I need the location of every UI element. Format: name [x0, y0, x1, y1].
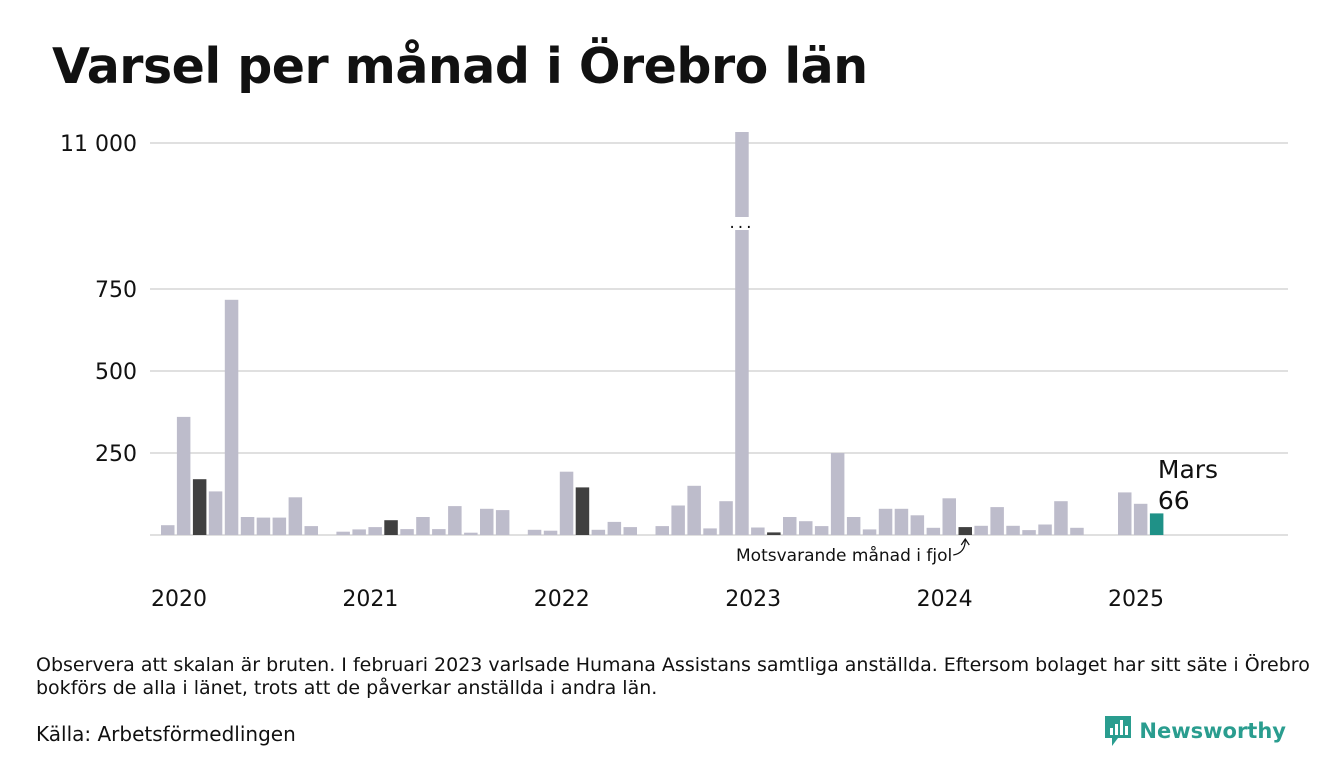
y-tick-label: 250: [95, 442, 137, 467]
bar: [623, 527, 637, 535]
bar: [384, 520, 398, 535]
x-tick-label: 2021: [342, 587, 398, 612]
y-tick-label: 750: [95, 278, 137, 303]
bar: [575, 487, 590, 535]
bar: [192, 479, 207, 535]
newsworthy-logo-icon: [1105, 716, 1132, 746]
bar: [862, 529, 877, 535]
bar: [480, 508, 494, 535]
bar: [400, 529, 414, 535]
bar: [288, 497, 303, 535]
bar: [830, 453, 845, 535]
bar: [1118, 492, 1132, 535]
y-tick-label: 500: [95, 360, 137, 385]
break-gap: [721, 217, 763, 230]
bar: [256, 517, 271, 535]
x-tick-label: 2023: [725, 587, 781, 612]
bar: [224, 299, 239, 535]
bar: [799, 521, 813, 535]
bar: [272, 517, 287, 535]
bar: [751, 527, 765, 535]
current-value-label: 66: [1158, 486, 1190, 515]
bar: [416, 517, 430, 535]
bar: [1070, 527, 1084, 535]
bar: [559, 471, 574, 535]
chart-note: Observera att skalan är bruten. I februa…: [36, 654, 1310, 699]
chart-title: Varsel per månad i Örebro län: [52, 38, 868, 95]
bar: [926, 527, 941, 535]
y-axis-ticks: 250 500 750 11 000: [60, 132, 137, 467]
bar: [527, 529, 542, 535]
bar: [767, 532, 781, 535]
bar: [336, 531, 350, 535]
bar: [814, 526, 829, 535]
bar: [240, 517, 255, 535]
bar: [1054, 501, 1068, 535]
gridlines: [150, 142, 1288, 536]
bar: [352, 529, 366, 535]
x-axis-ticks: 2020 2021 2022 2023 2024 2025: [151, 587, 1164, 612]
bar: [607, 521, 622, 535]
bar: [942, 498, 956, 535]
annotation-arrow: [953, 537, 970, 556]
bar: [304, 526, 318, 535]
bar: [974, 525, 988, 535]
bar: [878, 508, 893, 535]
x-tick-label: 2020: [151, 587, 207, 612]
bar: [176, 416, 191, 535]
bar: [990, 507, 1004, 535]
bar: [208, 491, 223, 535]
bar-chart: 250 500 750 11 000 2020 2021 2022 2023 2024 2025…: [60, 132, 1288, 612]
annotation-text: Motsvarande månad i fjol: [736, 545, 952, 566]
break-dots: ...: [729, 213, 754, 233]
bar: [910, 515, 925, 535]
bar: [655, 526, 669, 535]
y-tick-label: 11 000: [60, 132, 137, 157]
bar: [495, 510, 510, 535]
bar: [703, 528, 717, 535]
current-month-label: Mars: [1158, 455, 1218, 484]
bar: [894, 508, 909, 535]
bar: [1133, 503, 1148, 535]
bar: [735, 132, 749, 535]
bar: [719, 501, 733, 535]
brand-logo: Newsworthy: [1105, 716, 1286, 746]
bar: [783, 517, 797, 535]
source-text: Källa: Arbetsförmedlingen: [36, 722, 296, 746]
bar: [161, 525, 175, 535]
bar: [1038, 524, 1052, 535]
x-tick-label: 2024: [917, 587, 973, 612]
bar: [448, 506, 462, 535]
bars: [161, 132, 1164, 535]
bar: [368, 527, 382, 535]
bar: [591, 529, 606, 535]
brand-name: Newsworthy: [1139, 719, 1286, 743]
bar: [464, 532, 478, 535]
bar: [543, 530, 558, 535]
x-tick-label: 2025: [1108, 587, 1164, 612]
bar: [671, 505, 685, 535]
axis-break-marker: ...: [721, 213, 763, 233]
bar: [1022, 530, 1036, 535]
bar: [846, 517, 861, 535]
bar: [958, 527, 972, 535]
bar: [687, 485, 701, 535]
bar: [432, 529, 446, 535]
x-tick-label: 2022: [534, 587, 590, 612]
bar: [1006, 525, 1020, 535]
bar: [1149, 513, 1164, 535]
